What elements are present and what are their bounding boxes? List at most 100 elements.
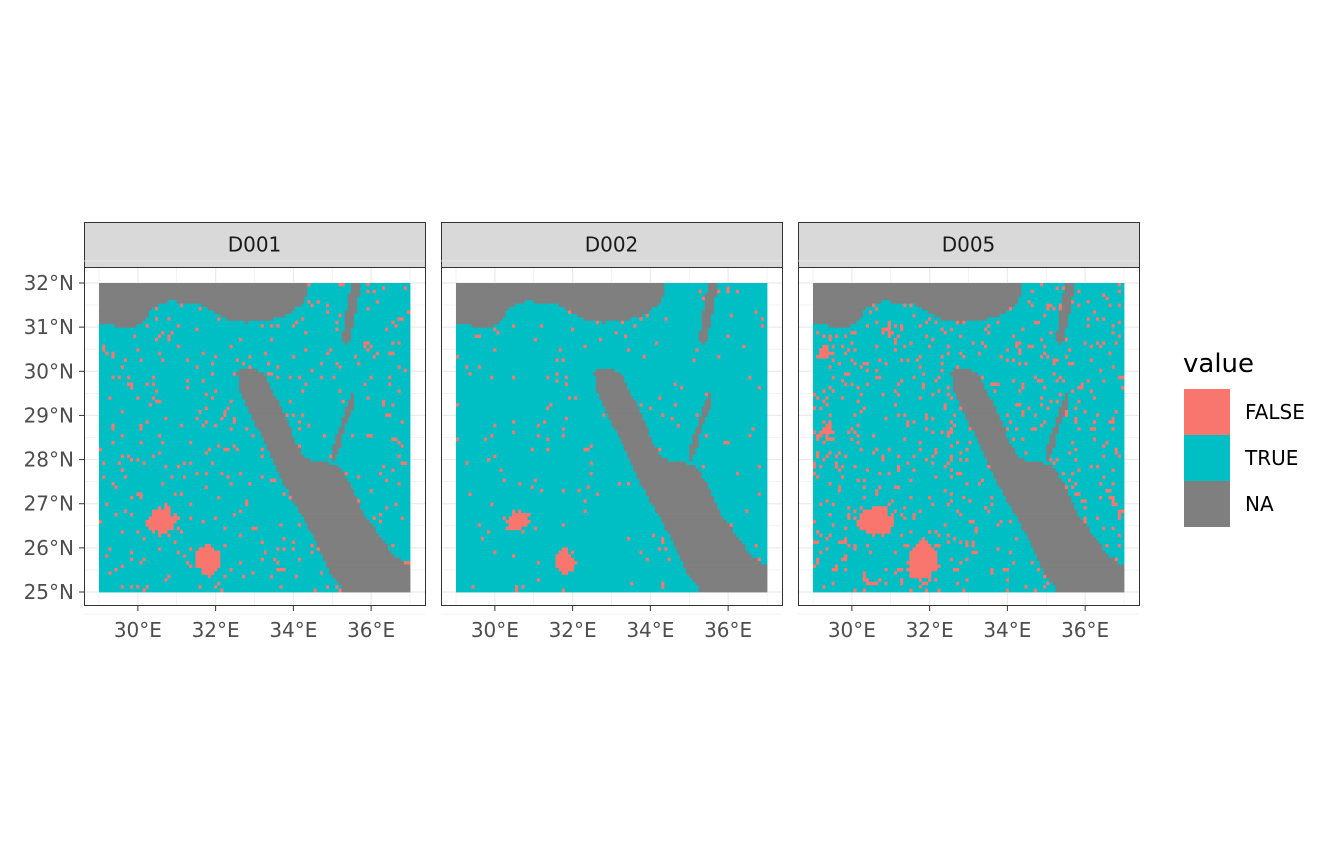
raster-cell	[1068, 489, 1106, 493]
raster-cell	[847, 567, 885, 572]
raster-cell	[1052, 427, 1060, 432]
raster-cell	[403, 368, 408, 373]
raster-cell	[602, 320, 606, 325]
raster-cell	[943, 368, 954, 373]
raster-cell	[720, 289, 727, 294]
raster-cell	[602, 337, 699, 342]
raster-cell	[1061, 307, 1072, 311]
raster-cell	[99, 513, 115, 517]
raster-cell	[943, 464, 948, 469]
raster-cell	[1108, 303, 1112, 308]
raster-cell	[1111, 502, 1119, 507]
raster-cell	[996, 406, 1028, 411]
raster-cell	[630, 537, 662, 541]
raster-cell	[301, 447, 333, 452]
raster-cell	[189, 386, 240, 390]
raster-cell	[263, 454, 271, 459]
raster-cell	[813, 434, 817, 438]
raster-cell	[819, 430, 836, 435]
raster-cell	[896, 389, 938, 394]
raster-cell	[400, 557, 411, 562]
raster-cell	[1074, 389, 1091, 394]
raster-cell	[527, 516, 662, 521]
raster-cell	[959, 399, 994, 404]
raster-cell	[701, 341, 706, 346]
raster-cell	[154, 454, 262, 459]
raster-cell	[707, 396, 712, 401]
raster-cell	[884, 416, 889, 421]
raster-cell	[862, 495, 867, 500]
raster-cell	[900, 513, 904, 517]
raster-cell	[828, 324, 851, 329]
raster-cell	[130, 513, 134, 517]
raster-cell	[1055, 416, 1063, 421]
raster-cell	[357, 300, 377, 304]
raster-cell	[1061, 293, 1075, 298]
raster-cell	[1102, 368, 1125, 373]
raster-cell	[834, 375, 876, 380]
raster-cell	[99, 392, 206, 397]
raster-cell	[161, 533, 168, 538]
raster-cell	[816, 451, 820, 456]
raster-cell	[1102, 317, 1106, 322]
raster-cell	[400, 389, 411, 394]
raster-cell	[288, 489, 355, 493]
raster-cell	[338, 430, 346, 435]
raster-cell	[645, 313, 650, 318]
raster-cell	[263, 557, 274, 562]
raster-cell	[1092, 396, 1097, 401]
raster-cell	[456, 303, 516, 308]
raster-cell	[1099, 341, 1103, 346]
raster-cell	[617, 430, 650, 435]
raster-cell	[1046, 451, 1053, 456]
raster-cell	[354, 324, 395, 329]
raster-cell	[946, 392, 951, 397]
raster-cell	[664, 289, 699, 294]
raster-cell	[120, 434, 125, 438]
raster-cell	[567, 382, 597, 387]
raster-cell	[220, 554, 324, 559]
raster-cell	[1055, 444, 1103, 449]
raster-cell	[965, 540, 969, 545]
raster-cell	[952, 557, 966, 562]
raster-cell	[480, 523, 510, 528]
raster-cell	[291, 495, 358, 500]
x-tick-label: 34°E	[983, 618, 1031, 642]
raster-cell	[689, 447, 696, 452]
raster-cell	[711, 406, 768, 411]
raster-cell	[1111, 489, 1125, 493]
raster-cell	[943, 523, 948, 528]
raster-cell	[456, 300, 525, 304]
raster-cell	[881, 458, 885, 462]
raster-cell	[1102, 543, 1106, 548]
raster-cell	[1055, 458, 1060, 462]
raster-cell	[859, 516, 895, 521]
raster-cell	[853, 358, 879, 363]
raster-cell	[229, 344, 234, 349]
raster-cell	[1024, 530, 1091, 535]
raster-cell	[875, 434, 948, 438]
raster-cell	[120, 564, 125, 569]
panel-border	[798, 267, 1140, 606]
raster-cell	[214, 571, 252, 576]
raster-cell	[341, 437, 392, 442]
raster-cell	[940, 327, 945, 332]
raster-cell	[192, 516, 215, 521]
raster-cell	[924, 334, 929, 339]
raster-cell	[900, 324, 904, 329]
raster-cell	[865, 581, 879, 586]
raster-cell	[245, 499, 249, 504]
raster-cell	[946, 434, 951, 438]
raster-cell	[99, 471, 196, 476]
y-tick-label: 27°N	[24, 492, 74, 516]
raster-cell	[878, 344, 904, 349]
raster-cell	[1058, 310, 1072, 315]
raster-cell	[822, 344, 829, 349]
raster-cell	[179, 344, 231, 349]
raster-cell	[673, 416, 699, 421]
raster-cell	[235, 420, 255, 425]
raster-cell	[639, 317, 643, 322]
raster-cell	[459, 437, 485, 442]
raster-cell	[1064, 286, 1075, 291]
raster-cell	[366, 396, 370, 401]
